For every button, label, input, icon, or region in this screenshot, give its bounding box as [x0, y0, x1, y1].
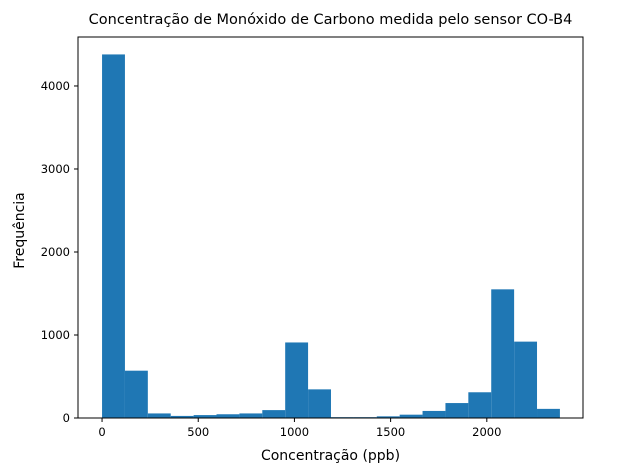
- x-axis-label: Concentração (ppb): [261, 448, 400, 464]
- histogram-bar-17: [491, 289, 515, 418]
- histogram-bar-13: [399, 414, 423, 418]
- x-tick-label: 1500: [376, 425, 405, 439]
- histogram-bar-9: [308, 389, 331, 418]
- histogram-bar-19: [537, 408, 560, 418]
- histogram-bar-4: [193, 415, 217, 418]
- chart-title: Concentração de Monóxido de Carbono medi…: [89, 12, 573, 28]
- histogram-bar-16: [468, 392, 492, 418]
- x-axis-ticks: 0 500 1000 1500 2000: [98, 418, 501, 439]
- histogram-bar-15: [445, 403, 469, 418]
- x-tick-label: 2000: [472, 425, 501, 439]
- plot-frame: [77, 36, 584, 419]
- y-tick-label: 3000: [41, 162, 70, 176]
- y-tick-label: 4000: [41, 79, 70, 93]
- y-tick-label: 1000: [41, 328, 70, 342]
- histogram-bar-2: [147, 413, 171, 418]
- y-axis-ticks: 0 1000 2000 3000 4000: [41, 79, 78, 425]
- x-tick-label: 1000: [280, 425, 309, 439]
- histogram-bar-5: [216, 414, 240, 418]
- y-tick-label: 0: [63, 411, 70, 425]
- y-tick-label: 2000: [41, 245, 70, 259]
- histogram-bar-0: [102, 54, 125, 419]
- histogram-bar-7: [262, 410, 286, 418]
- histogram-bar-8: [285, 342, 309, 418]
- x-tick-label: 0: [98, 425, 105, 439]
- histogram-bar-12: [376, 416, 400, 418]
- bars-group: [102, 54, 560, 419]
- histogram-bar-3: [170, 415, 194, 418]
- y-axis-label: Frequência: [12, 192, 28, 269]
- histogram-bar-1: [124, 370, 148, 418]
- histogram-bar-18: [514, 341, 538, 418]
- x-tick-label: 500: [187, 425, 209, 439]
- histogram-bar-6: [239, 413, 263, 418]
- histogram-bar-14: [422, 410, 446, 418]
